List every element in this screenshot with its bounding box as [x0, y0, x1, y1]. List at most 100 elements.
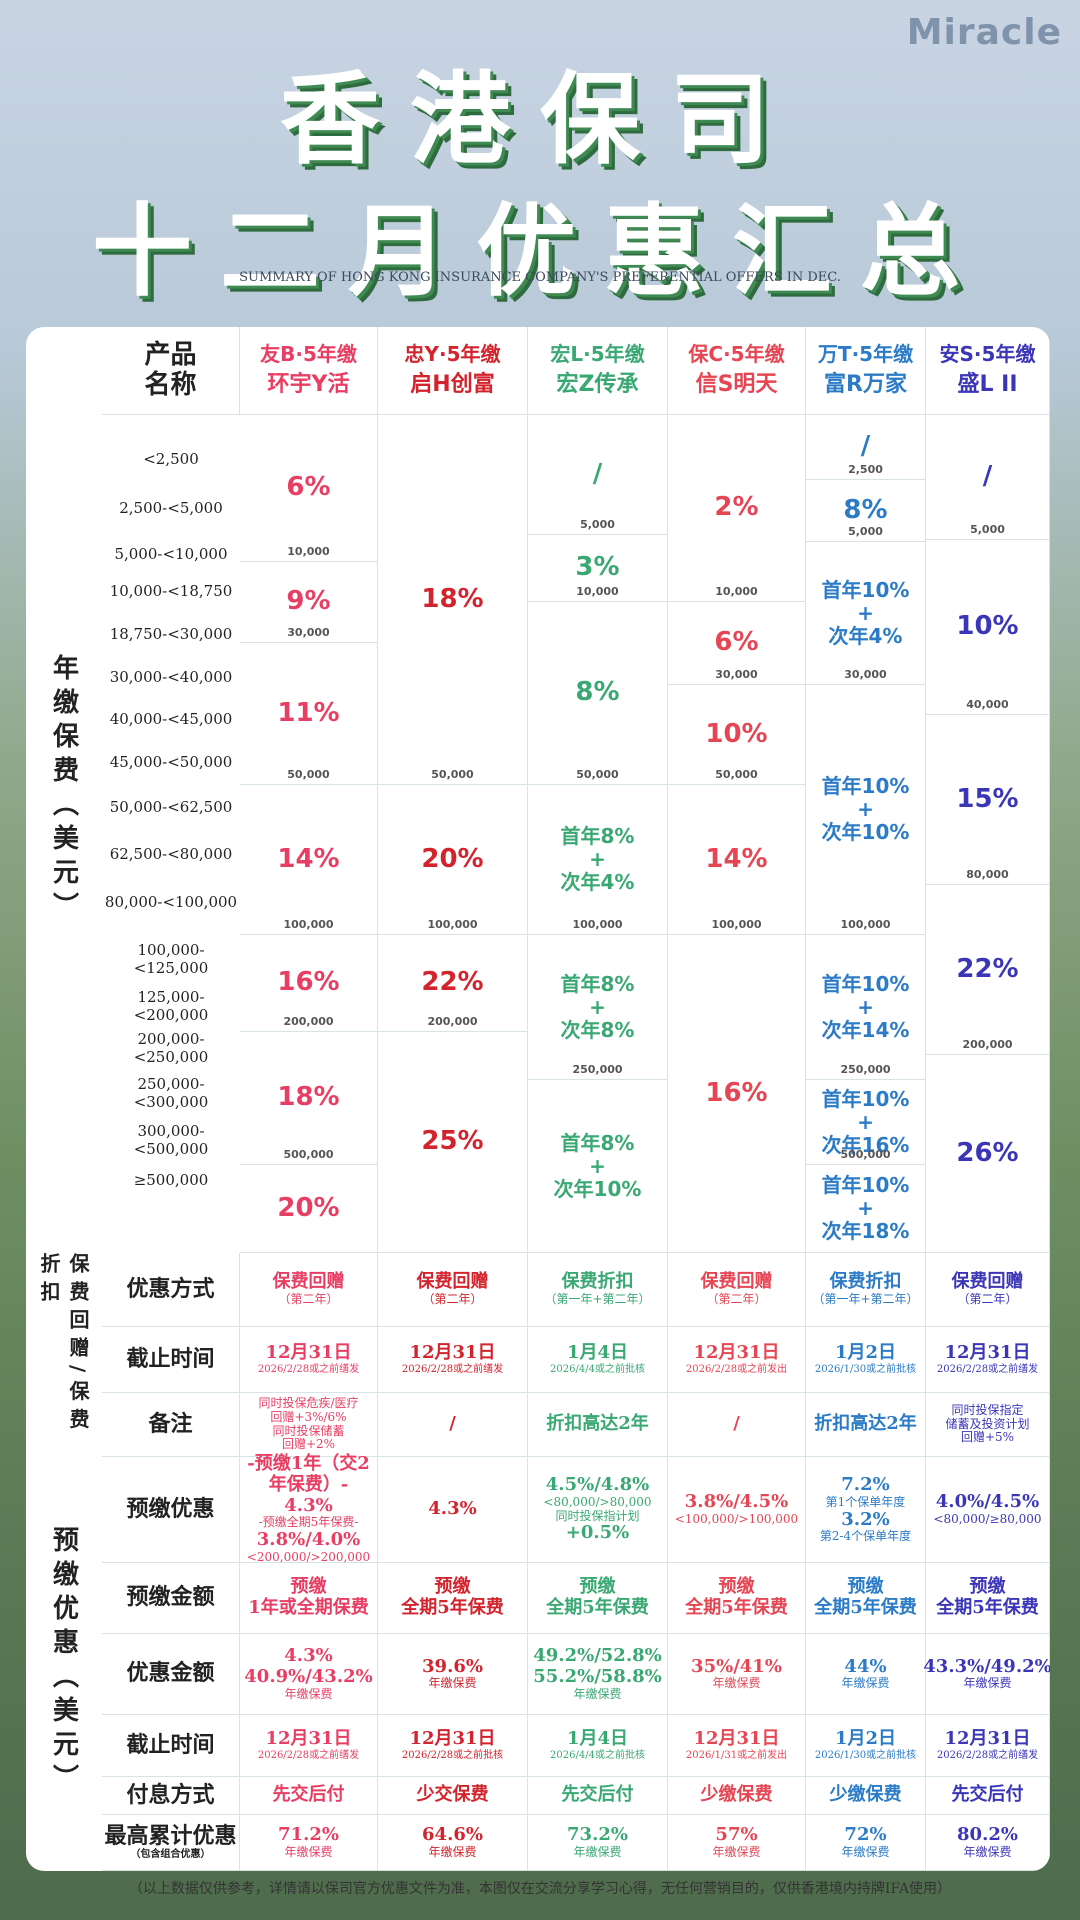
cell-text: 年缴保费 — [841, 1844, 890, 1859]
premium-range: 250,000-<300,000 — [133, 1075, 209, 1111]
row-cell-deadline2: 12月31日 2026/2/28或之前缮发 — [240, 1715, 378, 1777]
cell-text: 1月2日 — [834, 1342, 897, 1364]
page-title-2: 十二月优惠汇总 — [92, 192, 988, 310]
row-cell-discount: 4.3% 40.9%/43.2% 年缴保费 — [240, 1634, 378, 1715]
product-name: 信S明天 — [695, 372, 778, 398]
cell-text: 71.2% — [278, 1824, 339, 1846]
cell-text: 12月31日 — [944, 1728, 1031, 1750]
cell-text: 预缴 — [847, 1576, 884, 1598]
discount-tier: 11% 50,000 — [240, 643, 378, 785]
tier-value: 18% — [277, 1082, 340, 1113]
row-label-text: 优惠金额 — [126, 1660, 215, 1687]
cell-text: 同时投保危疾/医疗 — [258, 1395, 359, 1410]
tier-value: 18% — [421, 583, 484, 614]
range-bound: 50,000 — [287, 768, 330, 782]
cell-text: 同时投保指定 — [951, 1402, 1024, 1417]
cell-text: 年缴保费 — [284, 1686, 333, 1701]
discount-tier: 14% 100,000 — [240, 785, 378, 935]
section-premium-label: 年缴保费（美元） — [48, 654, 79, 926]
row-cell-deadline: 12月31日 2026/2/28或之前缮发 — [378, 1327, 528, 1393]
row-cell-discount: 39.6% 年缴保费 — [378, 1634, 528, 1715]
tier-value: 首年10% — [821, 774, 910, 798]
tier-value: 首年8% — [560, 824, 635, 848]
cell-text: 80.2% — [957, 1824, 1018, 1846]
row-cell-amount: 预缴 全期5年保费 — [806, 1563, 926, 1634]
row-cell-deadline2: 12月31日 2026/1/31或之前发出 — [668, 1715, 806, 1777]
discount-tier: 8% 50,000 — [528, 602, 668, 785]
premium-range: 80,000-<100,000 — [104, 893, 238, 911]
discount-tier: 18% 50,000 — [378, 415, 528, 785]
row-label-max: 最高累计优惠 （包含组合优惠） — [102, 1815, 240, 1871]
range-bound: 50,000 — [431, 768, 474, 782]
row-cell-note: 折扣高达2年 — [806, 1393, 926, 1457]
cell-text: / — [449, 1413, 456, 1435]
product-header: 万T·5年缴 富R万家 — [806, 327, 926, 415]
row-label-sub: （包含组合优惠） — [130, 1849, 211, 1861]
row-cell-amount: 预缴 全期5年保费 — [926, 1563, 1050, 1634]
row-cell-prepay: 4.3% — [378, 1457, 528, 1563]
tier-value: 10% — [705, 718, 768, 749]
cell-text: 同时投保指计划 — [555, 1508, 640, 1523]
row-cell-note: / — [378, 1393, 528, 1457]
discount-tier: 22% 200,000 — [926, 885, 1050, 1055]
row-label-deadline2: 截止时间 — [102, 1715, 240, 1777]
row-cell-deadline2: 12月31日 2026/2/28或之前缮发 — [926, 1715, 1050, 1777]
cell-text: <200,000/>200,000 — [246, 1549, 371, 1564]
product-company: 安S·5年缴 — [939, 342, 1036, 367]
product-company: 万T·5年缴 — [817, 342, 914, 367]
discount-tier: 首年10% + 次年10% 100,000 — [806, 685, 926, 935]
row-cell-max: 64.6% 年缴保费 — [378, 1815, 528, 1871]
product-company: 友B·5年缴 — [260, 342, 357, 367]
cell-text: 2026/2/28或之前批核 — [401, 1750, 504, 1762]
cell-text: <100,000/>100,000 — [674, 1511, 799, 1526]
cell-text: 预缴 — [718, 1576, 755, 1598]
cell-text: 年缴保费 — [428, 1676, 477, 1691]
tier-value: + — [857, 600, 874, 625]
discount-tier: 14% 100,000 — [668, 785, 806, 935]
cell-text: 预缴 — [290, 1576, 327, 1598]
tier-value: 次年4% — [560, 870, 635, 894]
row-cell-discount: 49.2%/52.8% 55.2%/58.8% 年缴保费 — [528, 1634, 668, 1715]
premium-range: 30,000-<40,000 — [109, 668, 233, 686]
cell-text: 第1个保单年度 — [825, 1494, 906, 1509]
row-cell-deadline: 1月2日 2026/1/30或之前批核 — [806, 1327, 926, 1393]
cell-text: 先交后付 — [951, 1784, 1024, 1806]
cell-text: 2026/2/28或之前缮发 — [401, 1364, 504, 1376]
cell-text: 年缴保费 — [284, 1844, 333, 1859]
cell-text: 先交后付 — [561, 1784, 634, 1806]
cell-text: 年缴保费 — [712, 1676, 761, 1691]
row-cell-payment: 少缴保费 — [668, 1777, 806, 1815]
cell-text: 4.0%/4.5% — [935, 1491, 1040, 1513]
row-cell-note: 同时投保危疾/医疗 回赠+3%/6% 同时投保储蓄 回赠+2% — [240, 1393, 378, 1457]
cell-text: 回赠+5% — [960, 1430, 1015, 1445]
cell-text: 预缴 — [969, 1576, 1006, 1598]
cell-text: <80,000/≥80,000 — [933, 1511, 1042, 1526]
discount-tier: / 5,000 — [926, 415, 1050, 540]
row-cell-deadline: 1月4日 2026/4/4或之前批核 — [528, 1327, 668, 1393]
cell-text: 保费回赠 — [416, 1271, 489, 1293]
row-label-method: 优惠方式 — [102, 1253, 240, 1327]
cell-text: 储蓄及投资计划 — [945, 1416, 1030, 1431]
cell-text: 少缴保费 — [700, 1784, 773, 1806]
cell-text: 2026/2/28或之前缮发 — [257, 1750, 360, 1762]
cell-text: 全期5年保费 — [685, 1597, 788, 1618]
row-label-note: 备注 — [102, 1393, 240, 1457]
range-bound: 200,000 — [427, 1015, 478, 1029]
row-cell-method: 保费折扣 （第一年+第二年） — [528, 1253, 668, 1327]
tier-value: 首年10% — [821, 1173, 910, 1197]
disclaimer: （以上数据仅供参考，详情请以保司官方优惠文件为准，本图仅在交流分享学习心得，无任… — [128, 1881, 952, 1897]
cell-text: 全期5年保费 — [546, 1597, 649, 1618]
row-cell-max: 73.2% 年缴保费 — [528, 1815, 668, 1871]
product-header: 忠Y·5年缴 启H创富 — [378, 327, 528, 415]
discount-tier: 18% 500,000 — [240, 1032, 378, 1165]
cell-text: 预缴 — [579, 1576, 616, 1598]
cell-text: 年缴保费 — [963, 1676, 1012, 1691]
section-gift: 保费回赠/保费折扣 — [26, 1253, 102, 1453]
row-cell-max: 71.2% 年缴保费 — [240, 1815, 378, 1871]
cell-text: 全期5年保费 — [401, 1597, 504, 1618]
cell-text: 保费回赠 — [272, 1271, 345, 1293]
range-bound: 10,000 — [287, 545, 330, 559]
range-bound: 250,000 — [840, 1063, 891, 1077]
tier-value: 20% — [421, 843, 484, 874]
header-label: 产品 名称 — [102, 327, 240, 415]
